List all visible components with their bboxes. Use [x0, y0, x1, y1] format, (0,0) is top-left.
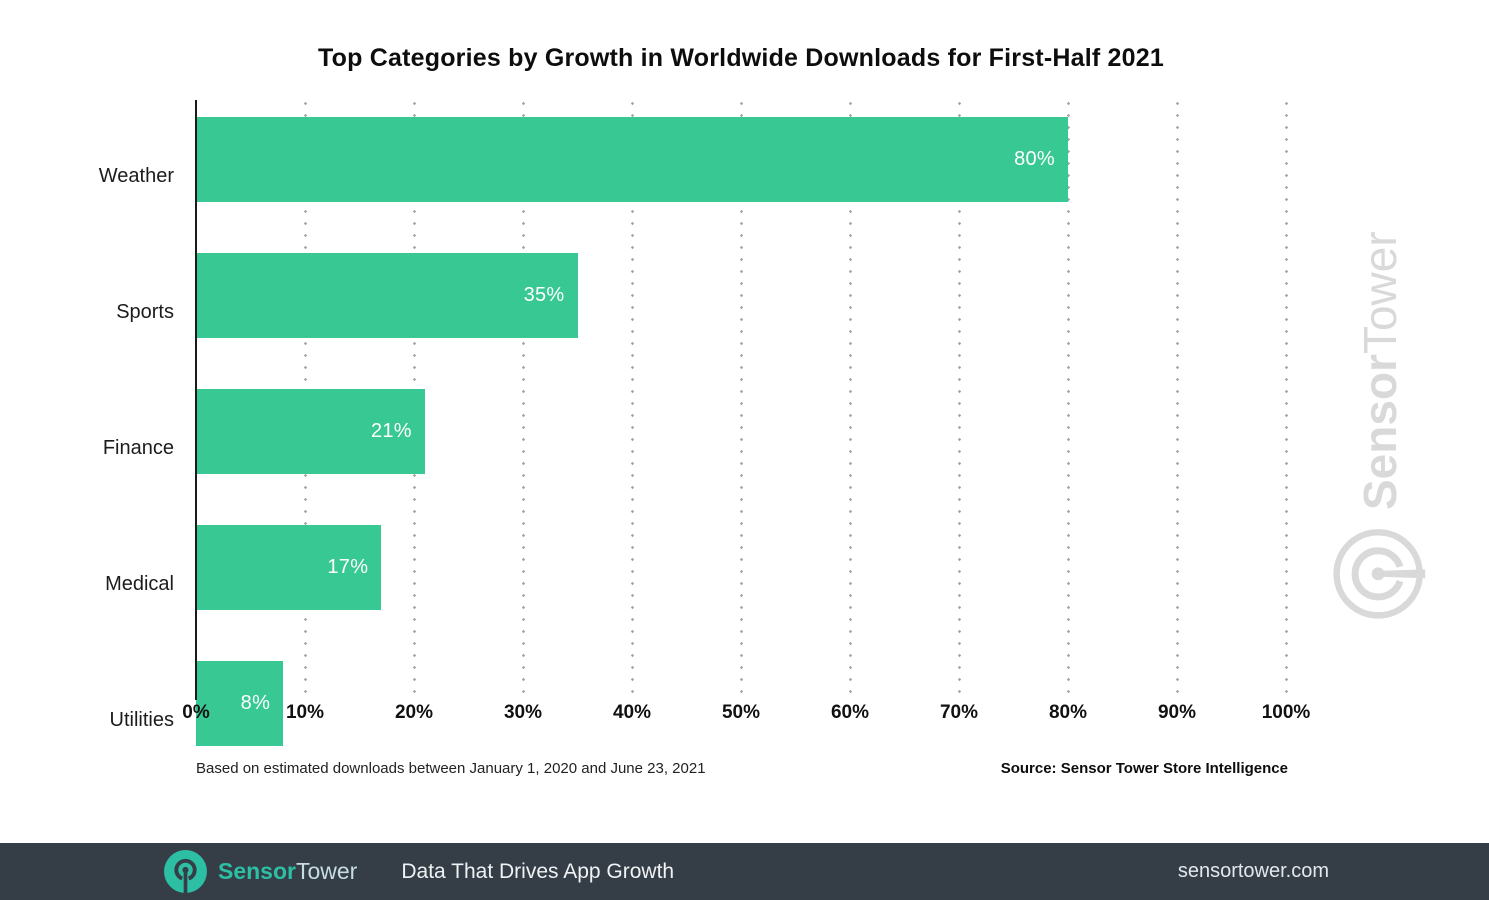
footer-tagline: Data That Drives App Growth: [401, 859, 675, 883]
bar-value-label: 17%: [327, 556, 369, 578]
chart-title: Top Categories by Growth in Worldwide Do…: [318, 44, 1164, 72]
x-tick-label: 90%: [1157, 702, 1197, 723]
category-label: Medical: [105, 573, 174, 595]
gridline-90%: [1175, 102, 1179, 695]
bar-row-medical: Medical 17%: [105, 525, 1286, 644]
category-label: Utilities: [109, 709, 174, 731]
plot-area: Weather 80% Sports 35% Finance 21% Medical 17% U…: [99, 100, 1310, 746]
bar-rows: Weather 80% Sports 35% Finance 21% Medical 17% U…: [99, 100, 1286, 746]
x-tick-label: 70%: [939, 702, 979, 723]
footer-bar: SensorTower Data That Drives App Growth …: [0, 843, 1489, 900]
bar-weather: 80%: [196, 117, 1068, 202]
bar-row-weather: Weather 80%: [99, 117, 1286, 236]
gridline-60%: [848, 102, 852, 695]
bar-value-label: 35%: [523, 284, 565, 306]
x-tick-label: 50%: [721, 702, 761, 723]
bar-row-finance: Finance 21%: [103, 389, 1286, 508]
x-tick-label: 30%: [503, 702, 543, 723]
bar-value-label: 21%: [370, 420, 412, 442]
footnote-date-range: Based on estimated downloads between Jan…: [196, 760, 706, 777]
gridline-80%: [1066, 102, 1070, 695]
bar-sports: 35%: [196, 253, 578, 338]
gridline-40%: [630, 102, 634, 695]
footer-brand: SensorTower: [218, 858, 358, 884]
bar-row-utilities: Utilities 8%: [110, 661, 1286, 780]
x-tick-label: 0%: [182, 702, 210, 723]
gridline-100%: [1284, 102, 1288, 695]
bar-finance: 21%: [196, 389, 425, 474]
x-tick-label: 60%: [830, 702, 870, 723]
footnotes: Based on estimated downloads between Jan…: [196, 760, 1288, 777]
x-tick-label: 40%: [612, 702, 652, 723]
bar-value-label: 8%: [240, 692, 271, 714]
y-axis-line: [195, 100, 197, 700]
x-axis: 0% 10% 20% 30% 40% 50% 60% 70% 80% 90% 100%: [182, 702, 1310, 732]
category-label: Finance: [102, 437, 174, 459]
x-tick-label: 20%: [394, 702, 434, 723]
bar-utilities: 8%: [196, 661, 284, 746]
sensortower-logo-icon: [164, 850, 207, 894]
sensortower-logo-icon: [1333, 529, 1426, 619]
x-tick-label: 100%: [1261, 702, 1311, 723]
bar-value-label: 80%: [1014, 148, 1055, 170]
bar-row-sports: Sports 35%: [116, 253, 1286, 372]
category-label: Weather: [98, 165, 174, 187]
bar-medical: 17%: [196, 525, 382, 610]
category-label: Sports: [116, 301, 174, 323]
gridline-70%: [957, 102, 961, 695]
sensortower-watermark: SensorTower: [1324, 216, 1436, 620]
footer-url[interactable]: sensortower.com: [1177, 860, 1329, 882]
x-tick-label: 10%: [285, 702, 325, 723]
gridline-50%: [739, 102, 743, 695]
footnote-source: Source: Sensor Tower Store Intelligence: [1000, 760, 1288, 777]
gridline-30%: [521, 102, 525, 695]
x-tick-label: 80%: [1048, 702, 1088, 723]
watermark-brand: SensorTower: [1354, 231, 1406, 510]
